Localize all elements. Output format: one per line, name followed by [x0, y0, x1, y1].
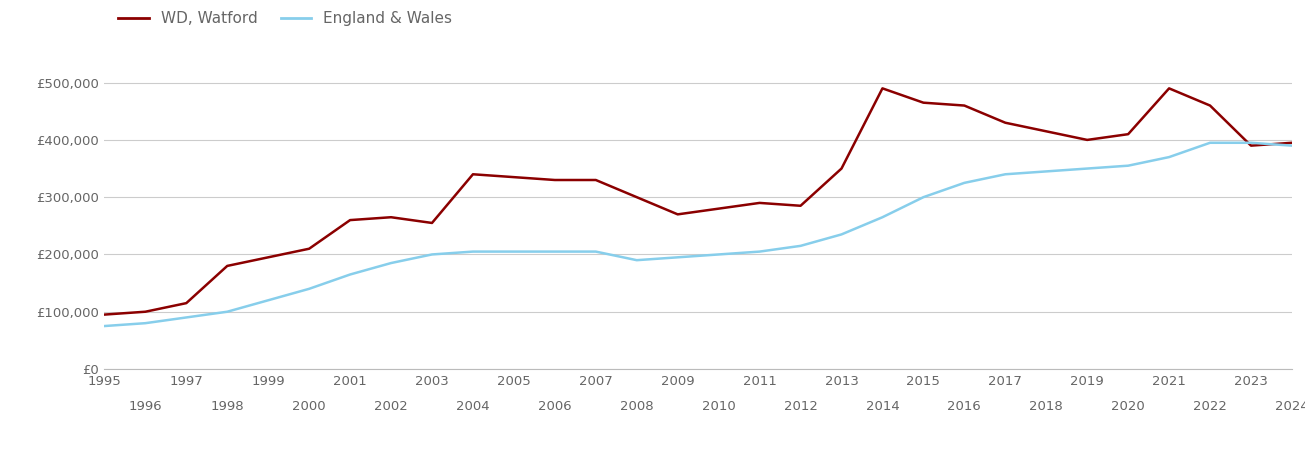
Text: 2016: 2016	[947, 400, 981, 413]
Text: 2018: 2018	[1030, 400, 1064, 413]
Text: 2000: 2000	[292, 400, 326, 413]
Text: 2014: 2014	[865, 400, 899, 413]
Text: 2010: 2010	[702, 400, 736, 413]
Text: 2006: 2006	[538, 400, 572, 413]
Text: 1996: 1996	[128, 400, 162, 413]
Text: 1998: 1998	[210, 400, 244, 413]
Legend: WD, Watford, England & Wales: WD, Watford, England & Wales	[112, 5, 458, 32]
Text: 2008: 2008	[620, 400, 654, 413]
Text: 2022: 2022	[1193, 400, 1227, 413]
Text: 2024: 2024	[1275, 400, 1305, 413]
Text: 2020: 2020	[1112, 400, 1144, 413]
Text: 2012: 2012	[783, 400, 817, 413]
Text: 2004: 2004	[457, 400, 489, 413]
Text: 2002: 2002	[375, 400, 408, 413]
